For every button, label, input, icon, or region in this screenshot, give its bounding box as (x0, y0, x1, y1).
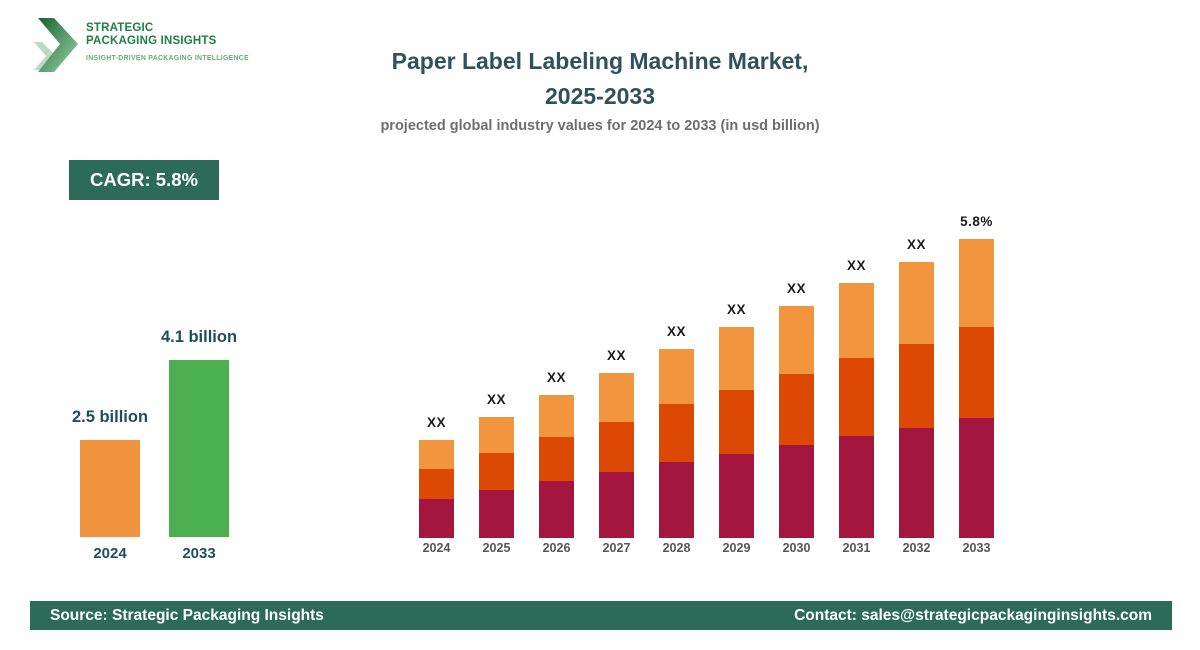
cagr-badge: CAGR: 5.8% (69, 160, 219, 200)
bar-2028-segment-middle (659, 404, 694, 462)
bar-value-label-2025: XX (486, 392, 506, 407)
stacked-bar-2024 (419, 440, 454, 538)
bar-year-label-2024: 2024 (422, 541, 451, 555)
bar-2030-segment-top (779, 306, 814, 374)
bar-value-label-2031: XX (846, 258, 866, 273)
bar-2027-segment-middle (599, 422, 634, 472)
contact-text: Contact: sales@strategicpackaginginsight… (794, 606, 1152, 624)
mini-value-label-2024: 2.5 billion (71, 408, 149, 426)
bar-2033-segment-middle (959, 327, 994, 418)
bar-2025-segment-bottom (479, 490, 514, 538)
brand-name-line1: STRATEGIC (86, 22, 154, 34)
bar-2024-segment-top (419, 440, 454, 469)
bar-2024-segment-bottom (419, 499, 454, 538)
bar-year-label-2030: 2030 (782, 541, 811, 555)
bar-value-label-2028: XX (666, 324, 686, 339)
bar-2032-segment-middle (899, 344, 934, 428)
bar-year-label-2027: 2027 (602, 541, 631, 555)
bar-2031-segment-middle (839, 358, 874, 436)
mini-bar-2033 (169, 360, 229, 537)
brand-name-line2: PACKAGING INSIGHTS (86, 35, 217, 47)
bar-year-label-2032: 2032 (902, 541, 931, 555)
bar-2027-segment-top (599, 373, 634, 422)
chevron-logo-icon (34, 18, 78, 72)
chart-header: Paper Label Labeling Machine Market, 202… (0, 44, 1200, 134)
bar-value-label-2030: XX (786, 281, 806, 296)
bar-2032-segment-top (899, 262, 934, 344)
stacked-bar-2028 (659, 349, 694, 538)
bar-value-label-2026: XX (546, 370, 566, 385)
bar-year-label-2028: 2028 (662, 541, 691, 555)
stacked-bar-2025 (479, 417, 514, 538)
bar-2032-segment-bottom (899, 428, 934, 538)
bar-2031-segment-bottom (839, 436, 874, 538)
bar-2029-segment-bottom (719, 454, 754, 538)
bar-year-label-2029: 2029 (722, 541, 751, 555)
stacked-bar-2031 (839, 283, 874, 538)
bar-2026-segment-top (539, 395, 574, 437)
page-title-line2: 2025-2033 (545, 83, 655, 109)
growth-summary-chart: 2.5 billion 2024 4.1 billion 2033 (60, 310, 260, 570)
stacked-bar-2029 (719, 327, 754, 538)
bar-value-label-2033: 5.8% (960, 214, 993, 229)
bar-2028-segment-bottom (659, 462, 694, 538)
bar-year-label-2025: 2025 (482, 541, 511, 555)
bar-value-label-2029: XX (726, 302, 746, 317)
bar-value-label-2032: XX (906, 237, 926, 252)
brand-tagline: INSIGHT-DRIVEN PACKAGING INTELLIGENCE (86, 55, 249, 62)
bar-2028-segment-top (659, 349, 694, 404)
stacked-bar-chart: XX 2024 XX 2025 XX 2026 XX 2027 XX 2028 XX 2029 XX 20… (419, 200, 999, 555)
mini-value-label-2033: 4.1 billion (160, 328, 238, 346)
bar-2026-segment-middle (539, 437, 574, 481)
stacked-bar-2032 (899, 262, 934, 538)
bar-year-label-2033: 2033 (962, 541, 991, 555)
page-subtitle: projected global industry values for 202… (380, 118, 820, 134)
bar-2026-segment-bottom (539, 481, 574, 538)
chevron-front (38, 18, 78, 72)
bar-2029-segment-middle (719, 390, 754, 454)
bar-2025-segment-middle (479, 453, 514, 490)
stacked-bar-2027 (599, 373, 634, 538)
bar-year-label-2026: 2026 (542, 541, 571, 555)
bar-2030-segment-middle (779, 374, 814, 445)
stacked-bar-2030 (779, 306, 814, 538)
bar-2025-segment-top (479, 417, 514, 453)
footer-bar: Source: Strategic Packaging Insights Con… (30, 601, 1172, 630)
bar-2030-segment-bottom (779, 445, 814, 538)
source-text: Source: Strategic Packaging Insights (50, 606, 324, 624)
bar-value-label-2024: XX (426, 415, 446, 430)
brand-logo-text: STRATEGIC PACKAGING INSIGHTS INSIGHT-DRI… (86, 12, 249, 62)
stacked-bar-2033 (959, 239, 994, 538)
bar-value-label-2027: XX (606, 348, 626, 363)
page-title-line1: Paper Label Labeling Machine Market, (391, 48, 809, 74)
bar-2033-segment-top (959, 239, 994, 327)
bar-2027-segment-bottom (599, 472, 634, 538)
mini-year-label-2024: 2024 (93, 545, 127, 562)
mini-year-label-2033: 2033 (182, 545, 216, 562)
bar-2033-segment-bottom (959, 418, 994, 538)
brand-logo: STRATEGIC PACKAGING INSIGHTS INSIGHT-DRI… (30, 12, 249, 76)
bar-2029-segment-top (719, 327, 754, 390)
bar-2031-segment-top (839, 283, 874, 358)
stacked-bar-2026 (539, 395, 574, 538)
bar-year-label-2031: 2031 (842, 541, 871, 555)
mini-bar-2024 (80, 440, 140, 537)
bar-2024-segment-middle (419, 469, 454, 499)
